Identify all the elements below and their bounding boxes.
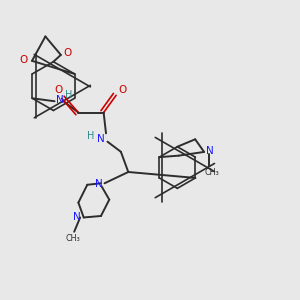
Text: O: O [55,85,63,95]
Text: H: H [87,131,94,141]
Text: O: O [63,47,71,58]
Text: O: O [118,85,126,95]
Text: N: N [95,179,103,190]
Text: H: H [65,90,73,100]
Text: CH₃: CH₃ [204,168,219,177]
Text: CH₃: CH₃ [65,234,80,243]
Text: N: N [56,95,64,105]
Text: N: N [73,212,81,222]
Text: N: N [97,134,104,144]
Text: O: O [19,55,27,65]
Text: N: N [206,146,214,156]
